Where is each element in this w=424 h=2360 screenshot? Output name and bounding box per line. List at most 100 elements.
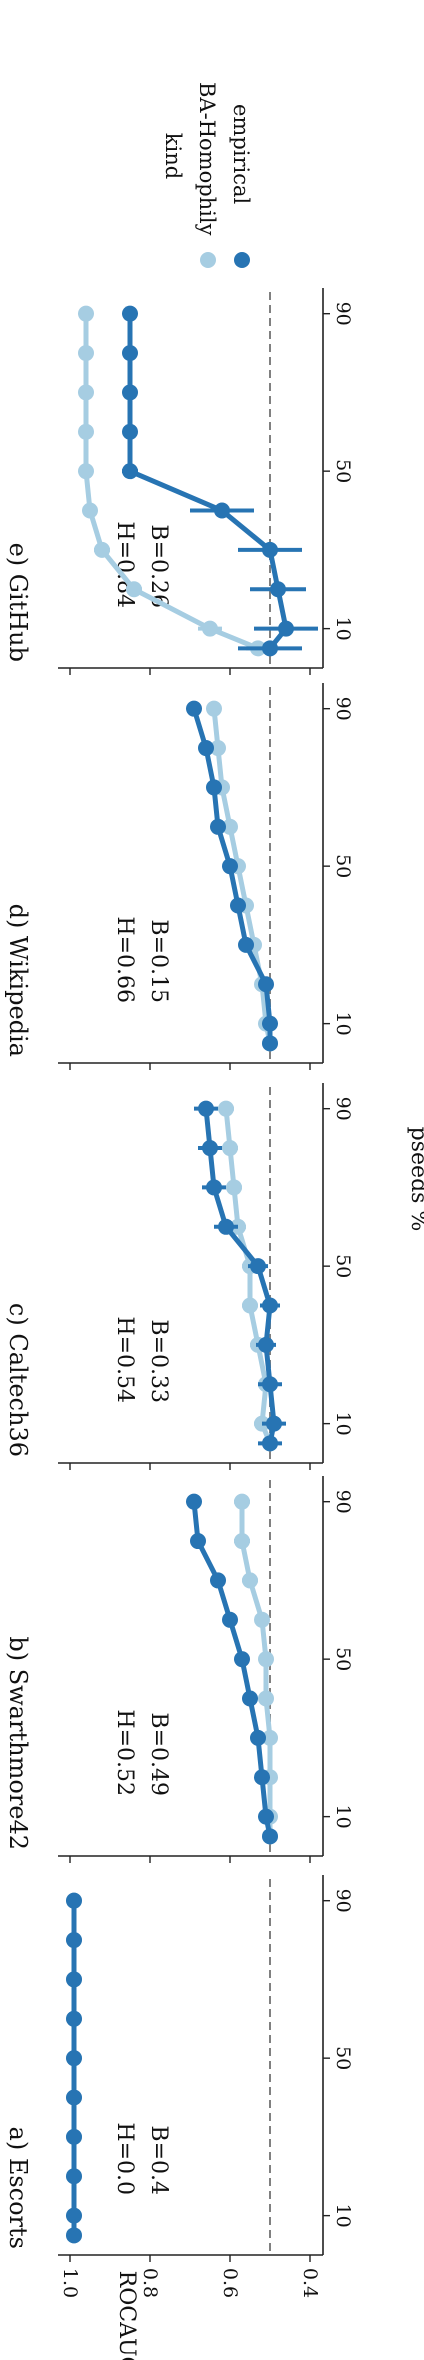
data-point <box>258 1651 274 1668</box>
data-point <box>262 1297 278 1314</box>
chart-panel-2: 10 50 90 b) Swarthmore42 H=0.52 B=0.49 <box>4 1476 354 1863</box>
series-ba-homophily <box>234 1493 278 1845</box>
chart-panel-3: 10 50 90 c) Caltech36 H=0.54 B=0.33 <box>4 1083 354 1470</box>
data-point <box>122 305 138 322</box>
data-point <box>258 976 274 993</box>
value-tick-label: 0.8 <box>139 2268 161 2298</box>
data-point <box>242 1572 258 1589</box>
data-point <box>214 502 230 519</box>
percent-tick-label: 50 <box>332 2046 354 2070</box>
data-point <box>94 541 110 558</box>
data-point <box>234 1651 250 1668</box>
data-point <box>78 463 94 480</box>
data-point <box>222 1140 238 1157</box>
data-point <box>202 1140 218 1157</box>
data-point <box>66 2089 82 2106</box>
percent-tick-label: 10 <box>332 1012 354 1036</box>
data-point <box>122 463 138 480</box>
panel-annotation: B=0.15 <box>146 919 171 1003</box>
data-point <box>262 1435 278 1452</box>
data-point <box>210 740 226 757</box>
legend: kind BA-Homophily empirical <box>161 82 253 268</box>
legend-marker-ba-homophily <box>200 252 216 268</box>
series-empirical <box>66 1892 82 2244</box>
data-point <box>122 384 138 401</box>
panel-annotation: H=0.0 <box>112 2122 137 2195</box>
data-point <box>186 700 202 717</box>
percent-tick-label: 10 <box>332 2204 354 2228</box>
data-point <box>202 620 218 637</box>
data-point <box>78 345 94 362</box>
data-point <box>250 1258 266 1275</box>
series-empirical <box>186 1493 278 1845</box>
data-point <box>262 1729 278 1746</box>
data-point <box>218 1218 234 1235</box>
data-point <box>210 1572 226 1589</box>
data-point <box>206 779 222 796</box>
data-point <box>66 1932 82 1949</box>
series-line <box>211 708 273 1044</box>
data-point <box>258 1336 274 1353</box>
data-point <box>66 2128 82 2145</box>
data-point <box>218 1100 234 1117</box>
data-point <box>242 1297 258 1314</box>
legend-label-empirical: empirical <box>229 104 253 205</box>
data-point <box>254 1611 270 1628</box>
value-tick-label: 0.4 <box>299 2268 321 2298</box>
value-tick-label: 0.6 <box>219 2268 241 2298</box>
panel-annotation: H=0.54 <box>112 1316 137 1403</box>
data-point <box>242 1690 258 1707</box>
series-empirical <box>186 700 278 1052</box>
data-point <box>82 502 98 519</box>
data-point <box>234 1533 250 1550</box>
data-point <box>186 1493 202 1510</box>
percent-tick-label: 10 <box>332 1412 354 1436</box>
data-point <box>122 423 138 440</box>
panel-title: a) Escorts <box>4 2127 32 2249</box>
series-ba-homophily <box>78 305 270 657</box>
data-point <box>262 1015 278 1032</box>
series-empirical <box>194 1100 286 1452</box>
percent-tick-label: 50 <box>332 854 354 878</box>
data-point <box>206 1179 222 1196</box>
series-line <box>191 707 273 1044</box>
data-point <box>66 1971 82 1988</box>
data-point <box>222 818 238 835</box>
data-point <box>262 541 278 558</box>
series-line <box>127 313 289 650</box>
data-point <box>78 305 94 322</box>
percent-tick-label: 10 <box>332 617 354 641</box>
data-point <box>262 1376 278 1393</box>
chart-panel-4: 10 50 90 d) Wikipedia H=0.66 B=0.15 <box>4 683 354 1070</box>
data-point <box>222 858 238 875</box>
data-point <box>262 1828 278 1845</box>
panel-title: c) Caltech36 <box>4 1303 32 1457</box>
data-point <box>66 2168 82 2185</box>
percent-tick-label: 50 <box>332 1647 354 1671</box>
panels: 1.0 0.8 0.6 0.4 10 50 90 a) Escorts H=0.0 B=0.4 10… <box>4 288 354 2298</box>
data-point <box>230 897 246 914</box>
data-point <box>190 1533 206 1550</box>
data-point <box>126 581 142 598</box>
data-point <box>210 818 226 835</box>
data-point <box>258 1808 274 1825</box>
data-point <box>198 740 214 757</box>
series-empirical <box>122 305 318 657</box>
data-point <box>278 620 294 637</box>
panel-title: b) Swarthmore42 <box>4 1636 32 1850</box>
percent-tick-label: 90 <box>332 1490 354 1514</box>
panel-annotation: B=0.49 <box>146 1712 171 1796</box>
data-point <box>258 1690 274 1707</box>
percent-tick-label: 90 <box>332 697 354 721</box>
panel-title: d) Wikipedia <box>4 904 32 1057</box>
panel-title: e) GitHub <box>4 543 32 662</box>
data-point <box>226 1179 242 1196</box>
panel-annotation: H=0.52 <box>112 1709 137 1796</box>
legend-label-ba-homophily: BA-Homophily <box>195 82 219 236</box>
series-line <box>191 1501 273 1837</box>
chart-panel-1: 1.0 0.8 0.6 0.4 10 50 90 a) Escorts H=0.0 B=0.4 <box>4 1875 354 2298</box>
data-point <box>66 2010 82 2027</box>
percent-tick-label: 90 <box>332 1097 354 1121</box>
percent-tick-label: 50 <box>332 459 354 483</box>
